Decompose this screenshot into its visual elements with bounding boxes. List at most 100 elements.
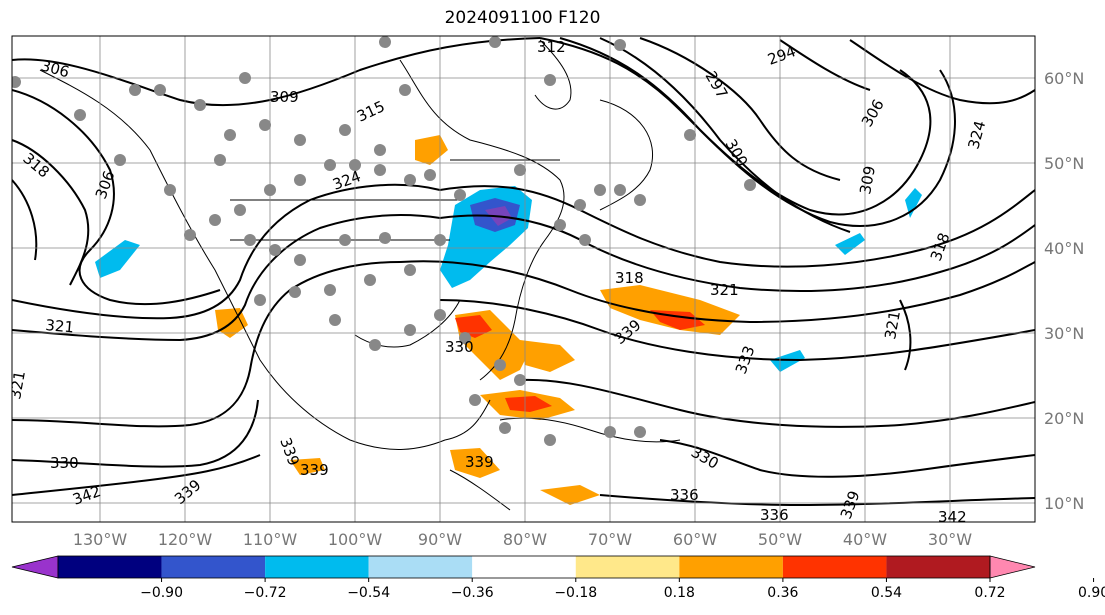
longitude-label: 80°W: [503, 530, 547, 549]
contour-label-group: 3063093122972943063243183063153243003093…: [12, 38, 989, 522]
contour-label: 309: [856, 164, 879, 195]
colorbar-tick-label: −0.90: [140, 585, 183, 601]
station-marker: [289, 286, 301, 298]
station-marker: [324, 284, 336, 296]
longitude-label: 120°W: [158, 530, 213, 549]
station-marker: [259, 119, 271, 131]
station-marker: [379, 232, 391, 244]
longitude-label: 130°W: [73, 530, 128, 549]
station-marker: [744, 179, 756, 191]
graticule: [12, 36, 1035, 522]
colorbar-segment: [886, 556, 990, 578]
blue-atlantic-region: [835, 233, 865, 255]
contour-label: 321: [710, 281, 739, 299]
longitude-labels: 130°W 120°W 110°W 100°W 90°W 80°W 70°W 60°W 50°W…: [73, 530, 972, 549]
colorbar-segment: [161, 556, 266, 578]
station-marker: [254, 294, 266, 306]
station-marker: [544, 434, 556, 446]
station-marker: [604, 426, 616, 438]
colorbar-segment: [368, 556, 473, 578]
station-marker: [634, 426, 646, 438]
station-marker: [114, 154, 126, 166]
red-caribbean-region: [505, 396, 552, 412]
latitude-label: 30°N: [1044, 324, 1084, 343]
station-marker: [329, 314, 341, 326]
colorbar-segment: [58, 556, 162, 578]
longitude-label: 90°W: [418, 530, 462, 549]
contour-label: 330: [50, 454, 79, 472]
station-marker: [349, 159, 361, 171]
colorbar-tick-label: 0.18: [664, 585, 695, 601]
colorbar-frame: [57, 555, 991, 579]
contour-label: 321: [45, 316, 75, 336]
station-marker: [129, 84, 141, 96]
station-marker: [489, 36, 501, 48]
contour-label: 321: [881, 309, 904, 340]
colorbar-low-extension: [11, 555, 59, 579]
colorbar-tick-label: 0.90: [1078, 585, 1105, 601]
station-marker: [244, 234, 256, 246]
station-marker: [374, 164, 386, 176]
station-marker: [579, 234, 591, 246]
longitude-label: 30°W: [928, 530, 972, 549]
station-marker: [269, 244, 281, 256]
station-marker: [614, 184, 626, 196]
station-marker: [434, 309, 446, 321]
longitude-label: 60°W: [673, 530, 717, 549]
colorbar-segment: [575, 556, 680, 578]
station-marker: [239, 72, 251, 84]
station-marker: [209, 214, 221, 226]
contour-label: 309: [270, 88, 299, 106]
colorbar-tick-label: 0.36: [767, 585, 798, 601]
station-marker: [224, 129, 236, 141]
station-marker: [294, 254, 306, 266]
station-marker: [364, 274, 376, 286]
station-marker: [294, 174, 306, 186]
colorbar-tick-label: −0.72: [244, 585, 287, 601]
contour-label: 312: [537, 38, 566, 56]
station-marker: [164, 184, 176, 196]
contour-label: 339: [465, 453, 494, 471]
colorbar-tick-label: 0.54: [871, 585, 902, 601]
station-marker: [214, 154, 226, 166]
station-marker: [499, 422, 511, 434]
station-marker: [514, 374, 526, 386]
orange-gulf-region: [520, 340, 575, 372]
orange-south-region: [540, 485, 600, 505]
station-marker: [404, 174, 416, 186]
station-marker: [574, 199, 586, 211]
longitude-label: 40°W: [843, 530, 887, 549]
contour-label: 330: [445, 338, 474, 356]
colorbar: −0.90 −0.72 −0.54 −0.36 −0.18 0.18 0.36 0.54 0.7…: [11, 555, 1105, 601]
station-marker: [514, 164, 526, 176]
station-marker: [194, 99, 206, 111]
latitude-labels: 60°N 50°N 40°N 30°N 20°N 10°N: [1044, 69, 1084, 513]
station-marker: [469, 394, 481, 406]
station-marker: [339, 234, 351, 246]
colorbar-tick-label: 0.72: [974, 585, 1005, 601]
blue-pacific-region: [95, 240, 140, 278]
longitude-label: 110°W: [243, 530, 298, 549]
blue-midatlantic-region: [770, 350, 805, 372]
station-marker: [234, 204, 246, 216]
colorbar-tick-label: −0.36: [451, 585, 494, 601]
latitude-label: 40°N: [1044, 239, 1084, 258]
station-marker: [369, 339, 381, 351]
station-marker: [404, 264, 416, 276]
station-marker: [399, 84, 411, 96]
contour-label: 336: [670, 486, 699, 504]
longitude-label: 50°W: [758, 530, 802, 549]
longitude-label: 70°W: [588, 530, 632, 549]
station-marker: [184, 229, 196, 241]
station-marker: [494, 359, 506, 371]
colorbar-tick-label: −0.54: [347, 585, 390, 601]
colorbar-tick-label: −0.18: [554, 585, 597, 601]
contour-label: 318: [615, 269, 644, 287]
station-marker: [434, 234, 446, 246]
station-marker: [294, 134, 306, 146]
contour-lines: [12, 37, 1035, 507]
colorbar-segment: [265, 556, 369, 578]
station-marker: [554, 219, 566, 231]
map-background: [12, 36, 1035, 522]
